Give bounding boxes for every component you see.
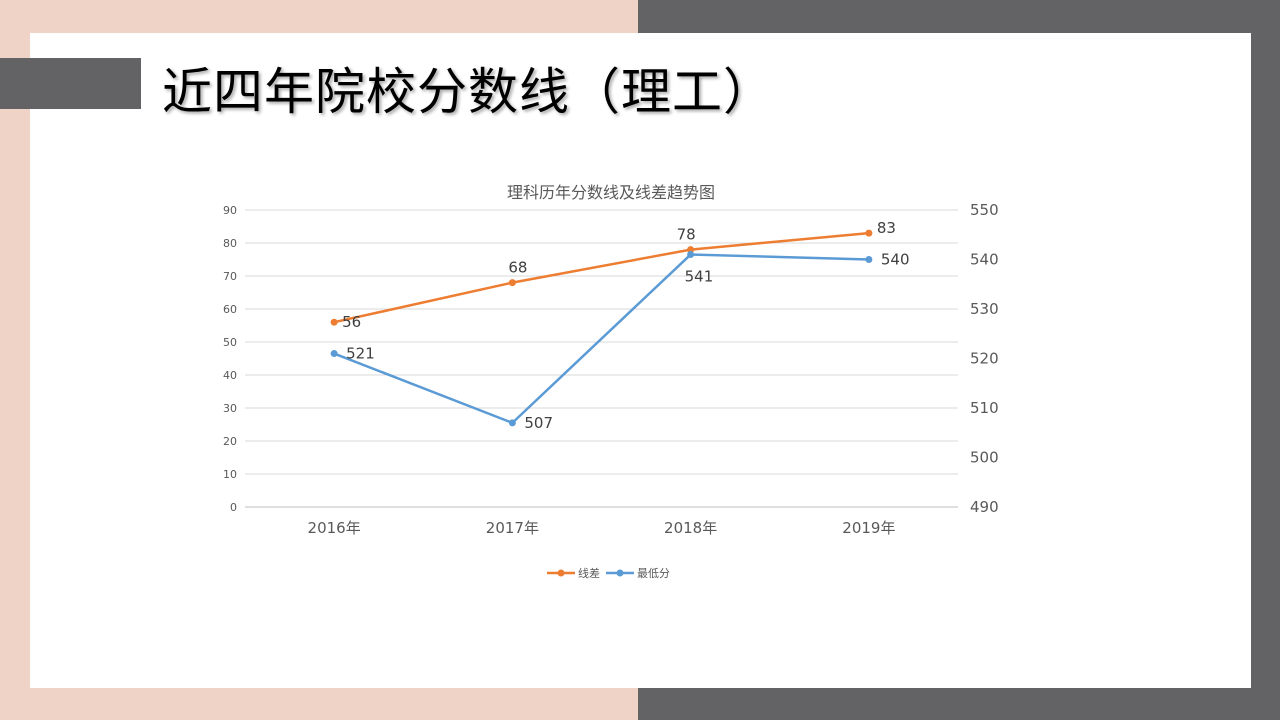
y-left-tick-label: 90 — [223, 204, 237, 217]
y-right-tick-label: 490 — [970, 498, 999, 516]
y-right-tick-label: 550 — [970, 201, 999, 219]
y-right-tick-label: 500 — [970, 449, 999, 467]
y-left-tick-label: 80 — [223, 237, 237, 250]
x-tick-label: 2019年 — [842, 519, 895, 537]
legend-marker — [616, 569, 624, 577]
y-right-tick-label: 520 — [970, 350, 999, 368]
data-label: 83 — [877, 219, 896, 237]
title-accent-bar — [0, 58, 141, 109]
series-line-min-score — [333, 253, 869, 425]
x-tick-label: 2018年 — [664, 519, 717, 537]
data-point — [330, 350, 338, 358]
y-left-tick-label: 0 — [230, 501, 237, 514]
data-label: 68 — [508, 259, 527, 277]
legend-marker — [557, 569, 565, 577]
data-label: 541 — [685, 268, 714, 286]
data-point — [687, 246, 695, 254]
data-point — [330, 318, 338, 326]
data-point — [508, 279, 516, 287]
chart-title: 理科历年分数线及线差趋势图 — [507, 183, 715, 202]
data-point — [508, 419, 516, 427]
y-left-tick-label: 10 — [223, 468, 237, 481]
y-left-tick-label: 60 — [223, 303, 237, 316]
y-left-tick-label: 20 — [223, 435, 237, 448]
legend-label: 线差 — [578, 566, 600, 580]
slide-card — [30, 33, 1251, 688]
slide-title: 近四年院校分数线（理工） — [162, 63, 774, 121]
x-tick-label: 2017年 — [486, 519, 539, 537]
y-right-tick-label: 530 — [970, 300, 999, 318]
data-label: 521 — [346, 345, 375, 363]
y-right-tick-label: 510 — [970, 399, 999, 417]
y-left-tick-label: 70 — [223, 270, 237, 283]
y-left-tick-label: 40 — [223, 369, 237, 382]
data-point — [865, 256, 873, 263]
legend-label: 最低分 — [637, 567, 670, 580]
data-label: 540 — [881, 251, 910, 269]
data-point — [687, 251, 695, 259]
y-right-tick-label: 540 — [970, 251, 999, 269]
series-line-line-diff — [333, 231, 869, 324]
data-label: 507 — [524, 414, 553, 432]
data-label: 56 — [342, 313, 361, 331]
y-left-tick-label: 50 — [223, 336, 237, 349]
y-left-tick-label: 30 — [223, 402, 237, 415]
data-label: 78 — [677, 226, 696, 244]
data-point — [865, 229, 873, 237]
x-tick-label: 2016年 — [308, 519, 361, 537]
